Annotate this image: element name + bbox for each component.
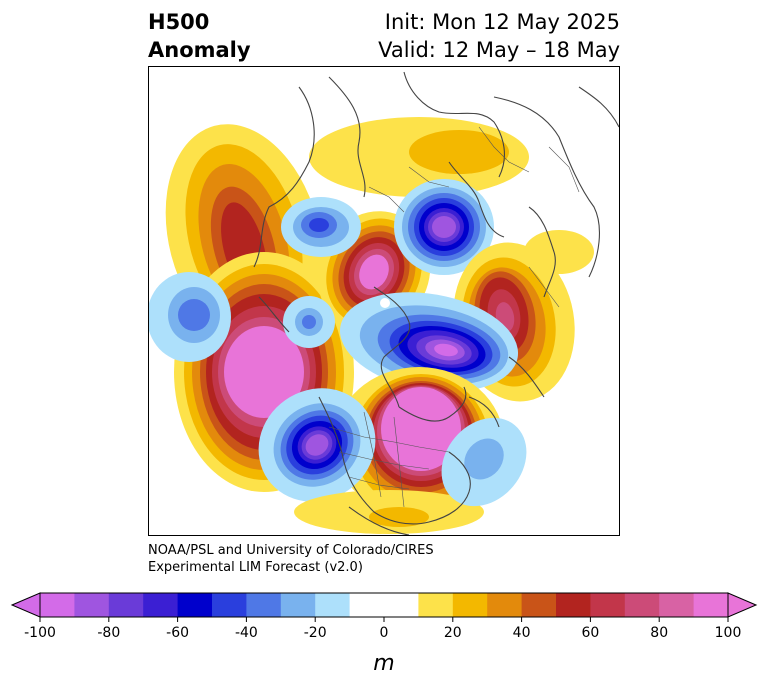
colorbar-cell — [556, 593, 591, 617]
coastlines — [253, 71, 619, 535]
credit-text: NOAA/PSL and University of Colorado/CIRE… — [148, 542, 434, 576]
colorbar-cell — [624, 593, 660, 617]
trough-west — [283, 296, 335, 348]
map-panel — [148, 66, 620, 536]
colorbar-cell — [418, 593, 454, 617]
ridge-south — [294, 490, 484, 534]
colorbar-cell — [384, 593, 419, 617]
anomaly-map — [149, 71, 619, 535]
colorbar-tick-label: 100 — [715, 625, 742, 641]
valid-range: Valid: 12 May – 18 May — [378, 38, 620, 62]
init-date: Init: Mon 12 May 2025 — [384, 10, 620, 34]
colorbar-cell — [659, 593, 695, 617]
colorbar-tick-label: -100 — [24, 625, 56, 641]
colorbar-tick-label: 0 — [380, 625, 389, 641]
credit-line-1: NOAA/PSL and University of Colorado/CIRE… — [148, 543, 434, 558]
colorbar-cell — [177, 593, 213, 617]
colorbar-cell — [349, 593, 385, 617]
colorbar-tick-label: -80 — [97, 625, 120, 641]
colorbar-cell — [590, 593, 626, 617]
trough-chukotka — [281, 197, 361, 257]
colorbar-tick-label: -60 — [166, 625, 189, 641]
ridge-east-fringe — [524, 230, 594, 274]
colorbar-cell — [74, 593, 110, 617]
colorbar-tick-label: -20 — [304, 625, 327, 641]
variable-name: H500 — [148, 10, 210, 34]
colorbar-tick-label: 20 — [444, 625, 462, 641]
colorbar-tick-label: 60 — [581, 625, 599, 641]
trough-western-north-america — [258, 388, 376, 502]
colorbar-unit-label: m — [373, 651, 394, 676]
colorbar-cell — [246, 593, 282, 617]
colorbar-cell — [40, 593, 75, 617]
colorbar-ticks: -100 -80 -60 -40 -20 0 20 40 60 80 100 — [24, 617, 741, 641]
colorbar-tick-label: -40 — [235, 625, 258, 641]
trough-atlantic — [339, 292, 519, 392]
colorbar-cell — [280, 593, 316, 617]
credit-line-2: Experimental LIM Forecast (v2.0) — [148, 560, 363, 575]
country-borders — [328, 126, 580, 508]
colorbar-cell — [315, 593, 351, 617]
trough-far-left — [149, 272, 231, 362]
colorbar-extend-max — [727, 592, 758, 618]
colorbar-cell — [143, 593, 179, 617]
colorbar-cell — [108, 593, 144, 617]
variable-type: Anomaly — [148, 38, 251, 62]
colorbar-tick-label: 40 — [513, 625, 531, 641]
north-pole-marker — [380, 298, 390, 308]
trough-southeast — [441, 417, 527, 507]
trough-northeast — [394, 179, 494, 275]
colorbar: -100 -80 -60 -40 -20 0 20 40 60 80 100 m — [10, 592, 758, 676]
colorbar-cell — [487, 593, 523, 617]
colorbar-tick-label: 80 — [650, 625, 668, 641]
map-title-left: H500 Anomaly — [148, 8, 251, 64]
colorbar-cell — [693, 593, 729, 617]
colorbar-extend-min — [10, 592, 41, 618]
colorbar-cell — [521, 593, 557, 617]
colorbar-cells — [40, 593, 729, 617]
ridge-arctic — [309, 117, 529, 197]
map-title-right: Init: Mon 12 May 2025 Valid: 12 May – 18… — [378, 8, 620, 64]
colorbar-cell — [212, 593, 247, 617]
colorbar-cell — [452, 593, 488, 617]
